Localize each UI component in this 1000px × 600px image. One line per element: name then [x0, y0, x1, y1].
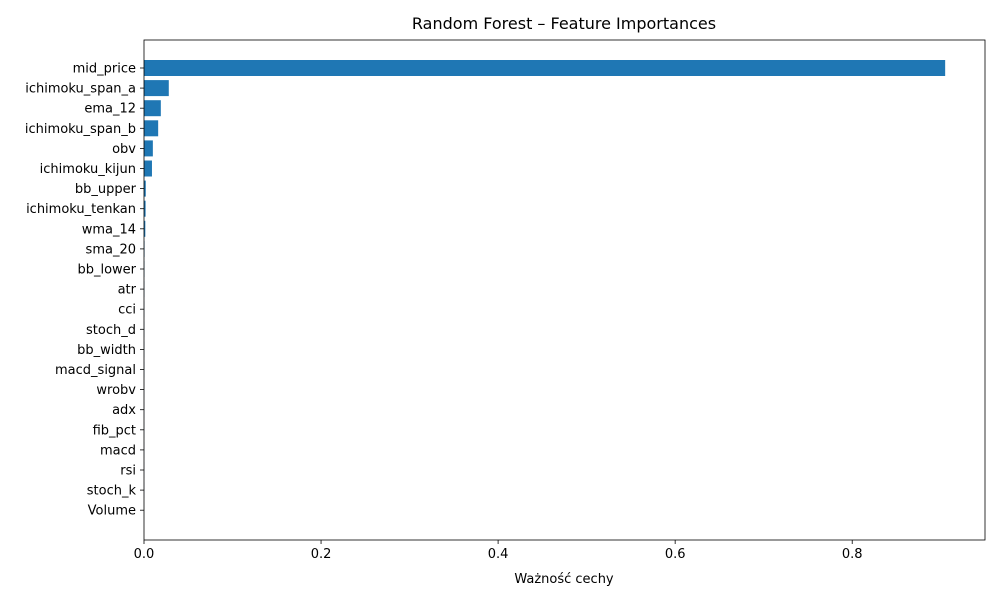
y-tick-label: mid_price	[73, 62, 136, 77]
y-tick-label: stoch_k	[87, 484, 137, 499]
y-tick-label: stoch_d	[86, 323, 136, 338]
x-tick-label: 0.6	[665, 547, 686, 562]
y-tick-label: ichimoku_span_a	[25, 82, 136, 97]
x-tick-label: 0.0	[134, 547, 155, 562]
y-tick-label: cci	[118, 303, 136, 318]
y-tick-label: ichimoku_kijun	[40, 162, 136, 177]
y-tick-label: wma_14	[82, 222, 136, 237]
bar-ema_12	[144, 100, 161, 117]
y-tick-label: Volume	[88, 504, 136, 519]
y-tick-label: rsi	[120, 464, 136, 479]
y-tick-label: ema_12	[84, 102, 136, 117]
y-tick-label: obv	[112, 142, 136, 157]
y-tick-label: ichimoku_tenkan	[26, 202, 136, 217]
bar-ichimoku_span_a	[144, 80, 169, 97]
bar-ichimoku_kijun	[144, 160, 152, 177]
bar-bb_upper	[144, 180, 146, 197]
y-tick-label: ichimoku_span_b	[25, 122, 136, 137]
y-tick-label: adx	[112, 403, 136, 418]
y-tick-label: macd	[100, 443, 136, 458]
axes-layer: mid_price ichimoku_span_a ema_12 ichimoku_s…	[25, 39, 986, 562]
x-tick-label: 0.8	[842, 547, 863, 562]
y-tick-label: wrobv	[96, 383, 136, 398]
chart-title: Random Forest – Feature Importances	[412, 14, 716, 33]
y-tick-label: bb_width	[77, 343, 136, 358]
y-tick-label: atr	[118, 283, 137, 298]
bar-obv	[144, 140, 153, 157]
x-tick-label: 0.4	[488, 547, 509, 562]
bar-ichimoku_tenkan	[144, 200, 146, 217]
y-tick-label: sma_20	[86, 242, 136, 257]
plot-frame	[143, 39, 986, 541]
bar-mid_price	[144, 60, 946, 76]
y-tick-label: fib_pct	[93, 423, 136, 438]
x-tick-label: 0.2	[311, 547, 332, 562]
y-tick-label: macd_signal	[55, 363, 136, 378]
y-tick-label: bb_upper	[75, 182, 137, 197]
y-tick-label: bb_lower	[77, 263, 136, 278]
x-axis-label: Ważność cechy	[514, 572, 614, 587]
bars-layer	[144, 60, 946, 519]
bar-wma_14	[144, 220, 146, 237]
bar-ichimoku_span_b	[144, 120, 159, 137]
